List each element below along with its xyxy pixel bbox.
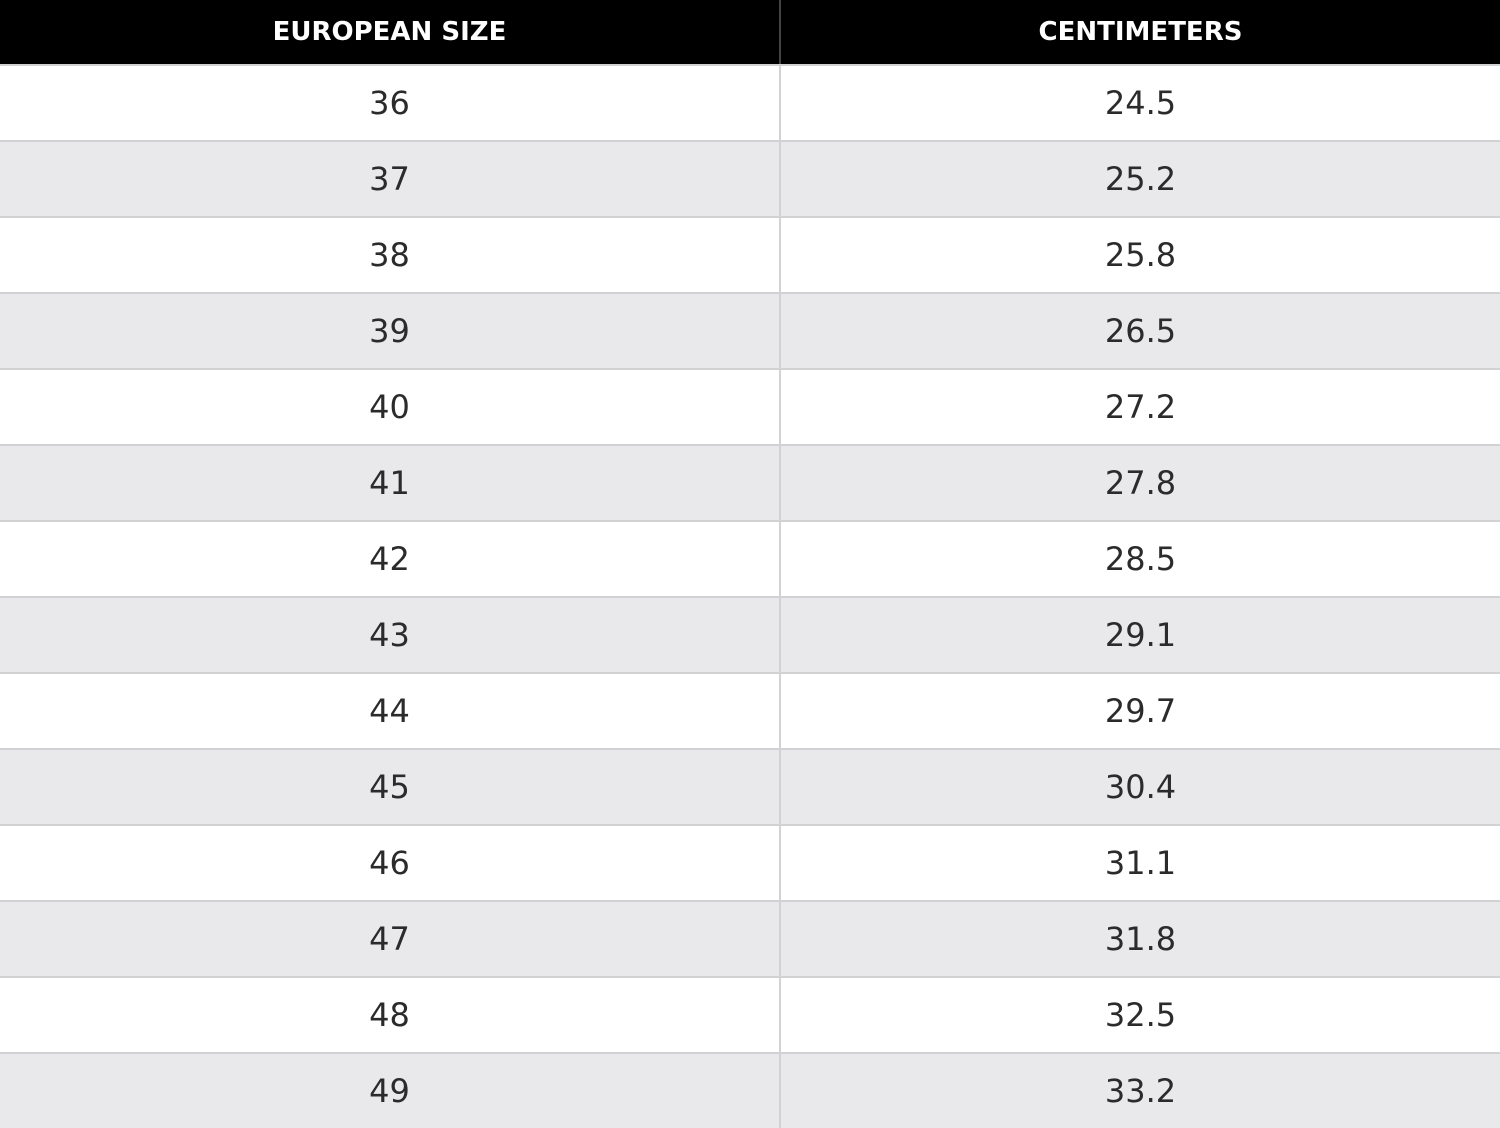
table-cell: 38 [0, 218, 781, 292]
table-cell: 28.5 [1104, 540, 1177, 578]
table-cell: 31.1 [1104, 844, 1177, 882]
table-cell: 40 [0, 370, 781, 444]
table-row: 46 31.1 [0, 824, 1500, 900]
table-cell: 42 [0, 522, 781, 596]
table-cell: 39 [0, 294, 781, 368]
table-cell: 49 [0, 1054, 781, 1128]
table-row: 42 28.5 [0, 520, 1500, 596]
table-row: 43 29.1 [0, 596, 1500, 672]
header-cell: EUROPEAN SIZE [0, 0, 781, 64]
table-cell: 45 [0, 750, 781, 824]
table-cell: 25.8 [1104, 236, 1177, 274]
table-cell: 48 [0, 978, 781, 1052]
table-cell: 29.7 [1104, 692, 1177, 730]
table-row: 45 30.4 [0, 748, 1500, 824]
table-cell: 33.2 [1104, 1072, 1177, 1110]
table-cell: 46 [0, 826, 781, 900]
table-row: 44 29.7 [0, 672, 1500, 748]
table-row: 48 32.5 [0, 976, 1500, 1052]
table-cell: 37 [0, 142, 781, 216]
table-cell: 25.2 [1104, 160, 1177, 198]
table-cell: 24.5 [1104, 84, 1177, 122]
table-cell: 30.4 [1104, 768, 1177, 806]
table-row: 47 31.8 [0, 900, 1500, 976]
table-cell: 41 [0, 446, 781, 520]
header-row: EUROPEAN SIZE CENTIMETERS [0, 0, 1500, 64]
table-row: 38 25.8 [0, 216, 1500, 292]
table-cell: 43 [0, 598, 781, 672]
table-cell: 44 [0, 674, 781, 748]
table-row: 40 27.2 [0, 368, 1500, 444]
table-row: 36 24.5 [0, 64, 1500, 140]
header-cell: CENTIMETERS [1038, 17, 1243, 47]
table-cell: 27.2 [1104, 388, 1177, 426]
table-row: 39 26.5 [0, 292, 1500, 368]
table-cell: 32.5 [1104, 996, 1177, 1034]
table-cell: 29.1 [1104, 616, 1177, 654]
table-row: 41 27.8 [0, 444, 1500, 520]
table-row: 49 33.2 [0, 1052, 1500, 1128]
table-cell: 47 [0, 902, 781, 976]
table-cell: 26.5 [1104, 312, 1177, 350]
table-row: 37 25.2 [0, 140, 1500, 216]
table-cell: 27.8 [1104, 464, 1177, 502]
table-cell: 31.8 [1104, 920, 1177, 958]
table-cell: 36 [0, 66, 781, 140]
